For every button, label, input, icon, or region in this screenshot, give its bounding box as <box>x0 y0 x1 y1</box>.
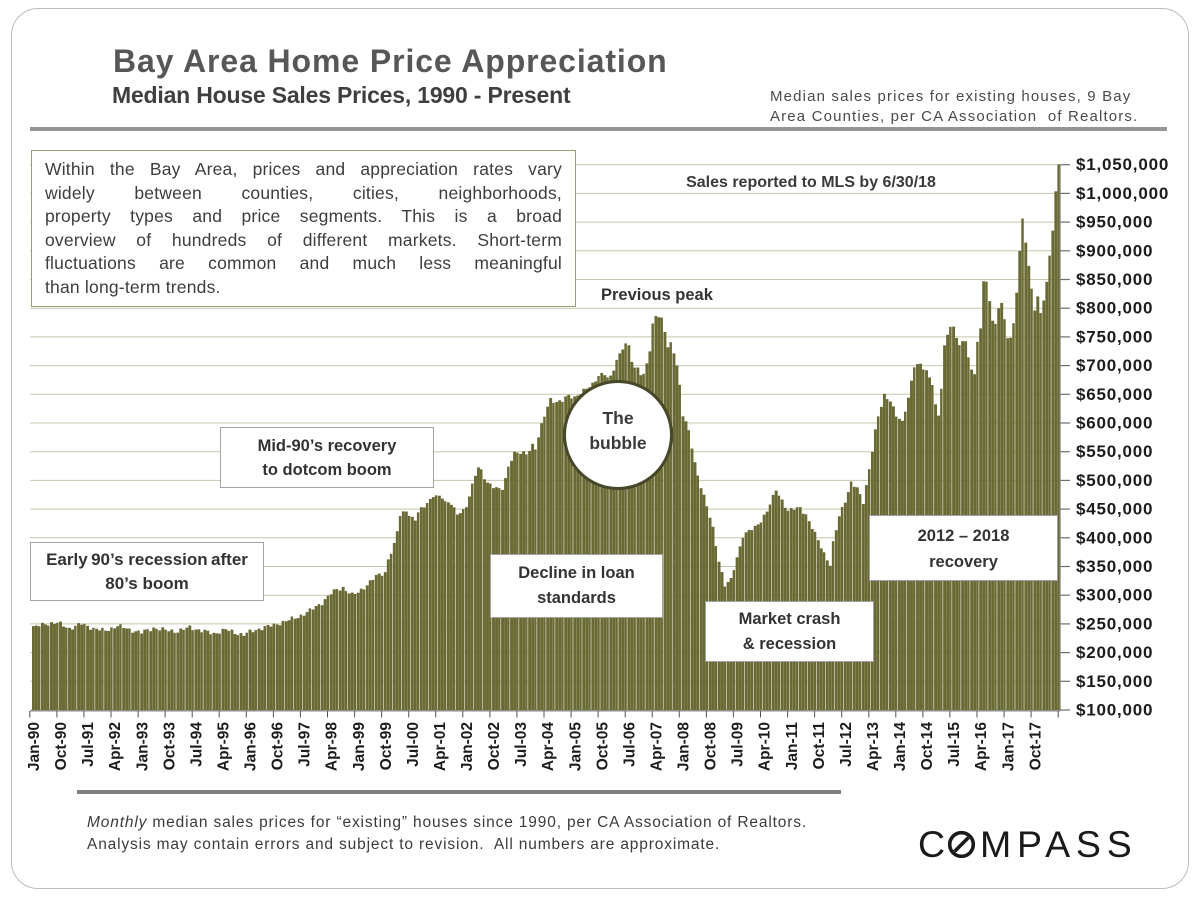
svg-text:Jul-00: Jul-00 <box>405 722 422 767</box>
svg-text:Oct-02: Oct-02 <box>486 722 503 770</box>
svg-text:Jul-06: Jul-06 <box>621 722 638 767</box>
svg-text:Jan-02: Jan-02 <box>459 722 476 771</box>
svg-text:Jul-09: Jul-09 <box>730 722 747 767</box>
svg-text:Apr-98: Apr-98 <box>324 722 341 771</box>
svg-text:$800,000: $800,000 <box>1076 299 1153 318</box>
svg-text:$650,000: $650,000 <box>1076 385 1153 404</box>
svg-text:Oct-17: Oct-17 <box>1027 722 1044 770</box>
svg-text:$300,000: $300,000 <box>1076 586 1153 605</box>
svg-text:$200,000: $200,000 <box>1076 643 1153 662</box>
svg-text:Apr-10: Apr-10 <box>757 722 774 771</box>
svg-text:MPASS: MPASS <box>980 823 1138 865</box>
svg-text:$550,000: $550,000 <box>1076 442 1153 461</box>
svg-text:Jan-99: Jan-99 <box>351 722 368 771</box>
svg-text:Oct-11: Oct-11 <box>811 722 828 770</box>
svg-text:Jan-93: Jan-93 <box>134 722 151 771</box>
svg-text:$700,000: $700,000 <box>1076 356 1153 375</box>
svg-text:$750,000: $750,000 <box>1076 327 1153 346</box>
svg-text:Jan-08: Jan-08 <box>676 722 693 771</box>
svg-text:Apr-92: Apr-92 <box>107 722 124 771</box>
svg-text:Apr-16: Apr-16 <box>973 722 990 771</box>
svg-text:Apr-13: Apr-13 <box>865 722 882 771</box>
svg-text:$100,000: $100,000 <box>1076 701 1153 720</box>
svg-text:$350,000: $350,000 <box>1076 557 1153 576</box>
svg-text:$250,000: $250,000 <box>1076 614 1153 633</box>
svg-text:Oct-90: Oct-90 <box>53 722 70 770</box>
svg-text:$400,000: $400,000 <box>1076 528 1153 547</box>
svg-text:Oct-14: Oct-14 <box>919 722 936 771</box>
svg-text:Oct-96: Oct-96 <box>270 722 287 771</box>
svg-text:Apr-07: Apr-07 <box>648 722 665 771</box>
svg-text:$500,000: $500,000 <box>1076 471 1153 490</box>
svg-text:Jul-94: Jul-94 <box>188 722 205 767</box>
svg-text:Jul-97: Jul-97 <box>297 722 314 767</box>
svg-text:Apr-04: Apr-04 <box>540 722 557 771</box>
svg-text:Jul-03: Jul-03 <box>513 722 530 767</box>
svg-text:$950,000: $950,000 <box>1076 213 1153 232</box>
svg-text:$850,000: $850,000 <box>1076 270 1153 289</box>
svg-text:Oct-08: Oct-08 <box>703 722 720 771</box>
svg-text:$1,000,000: $1,000,000 <box>1076 184 1169 203</box>
svg-text:Jul-15: Jul-15 <box>946 722 963 767</box>
svg-text:$150,000: $150,000 <box>1076 672 1153 691</box>
svg-text:Jan-90: Jan-90 <box>26 722 43 771</box>
svg-text:Jan-05: Jan-05 <box>567 722 584 771</box>
svg-text:Oct-05: Oct-05 <box>594 722 611 771</box>
svg-text:$1,050,000: $1,050,000 <box>1076 155 1169 174</box>
svg-text:$600,000: $600,000 <box>1076 414 1153 433</box>
svg-text:Apr-95: Apr-95 <box>215 722 232 771</box>
svg-text:Jan-96: Jan-96 <box>243 722 260 771</box>
svg-text:C: C <box>918 823 945 865</box>
svg-text:Jan-17: Jan-17 <box>1000 722 1017 771</box>
svg-text:Jan-11: Jan-11 <box>784 722 801 771</box>
svg-text:$900,000: $900,000 <box>1076 241 1153 260</box>
svg-text:Oct-99: Oct-99 <box>378 722 395 771</box>
svg-text:Jul-12: Jul-12 <box>838 722 855 767</box>
svg-text:Apr-01: Apr-01 <box>432 722 449 771</box>
svg-text:Jan-14: Jan-14 <box>892 722 909 771</box>
svg-text:$450,000: $450,000 <box>1076 500 1153 519</box>
svg-text:Oct-93: Oct-93 <box>161 722 178 771</box>
svg-text:Jul-91: Jul-91 <box>80 722 97 767</box>
